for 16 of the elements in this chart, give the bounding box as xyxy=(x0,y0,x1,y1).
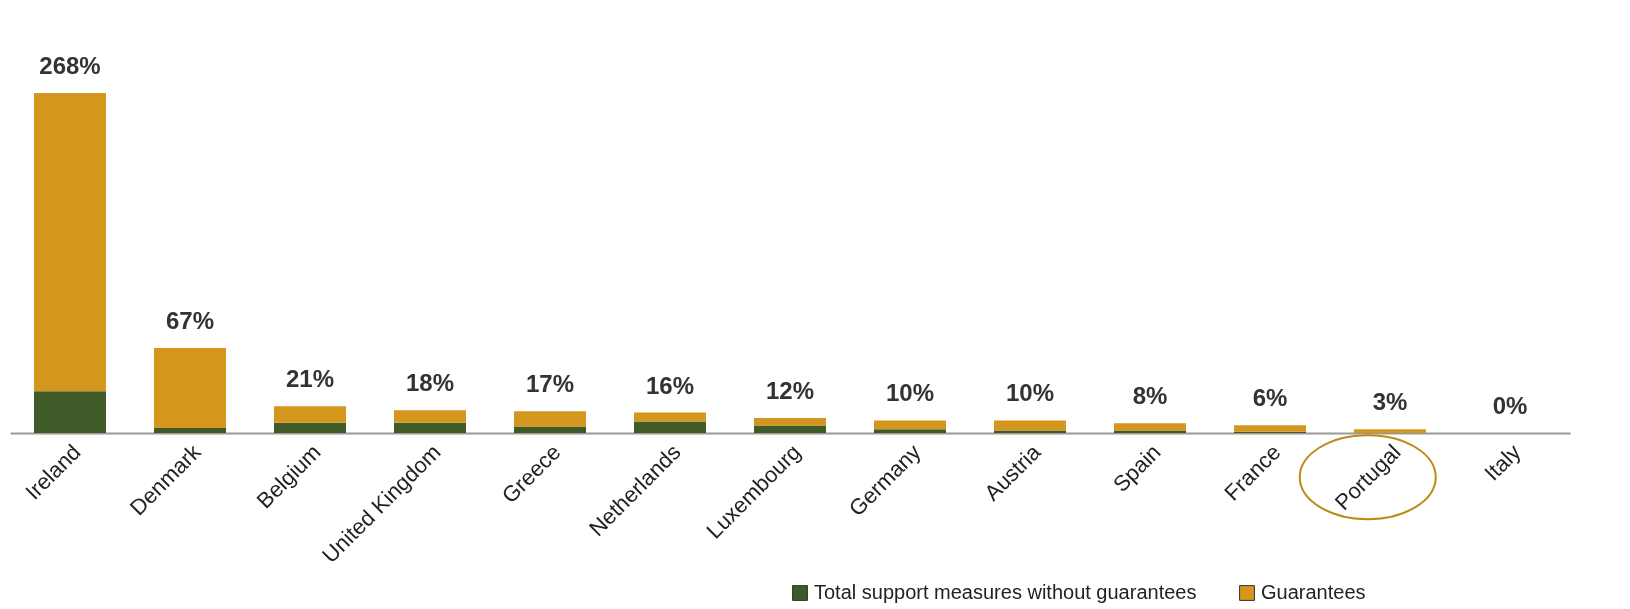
annotation: 17% xyxy=(525,370,575,398)
annotation: 12% xyxy=(765,377,815,405)
annotation: 10% xyxy=(885,379,935,407)
annotation: 6% xyxy=(1252,384,1288,412)
annotation: 268% xyxy=(39,52,101,79)
legend-label: Guarantees xyxy=(1261,581,1366,603)
annotation: 21% xyxy=(285,365,335,393)
annotation: 3% xyxy=(1372,388,1408,416)
annotation: 0% xyxy=(1492,392,1528,419)
annotation: 10% xyxy=(1005,379,1055,407)
annotation: 16% xyxy=(645,371,695,399)
annotation: 18% xyxy=(405,369,455,397)
annotation: 67% xyxy=(165,307,215,334)
annotation: 8% xyxy=(1132,382,1168,410)
legend-label: Total support measures without guarantees xyxy=(814,581,1197,603)
x-tick-label: Italy xyxy=(1479,439,1526,486)
